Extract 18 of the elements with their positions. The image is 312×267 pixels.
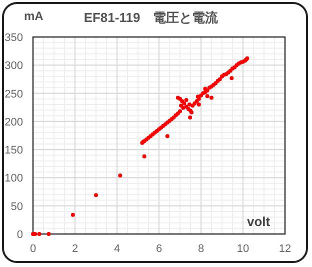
y-tick-label: 350	[4, 32, 23, 44]
x-tick-label: 6	[156, 243, 162, 255]
chart-title: EF81-119 電圧と電流	[84, 10, 220, 25]
y-tick-label: 50	[10, 200, 23, 213]
y-tick-label: 200	[4, 116, 23, 128]
y-tick-label: 250	[4, 88, 23, 100]
x-tick-label: 2	[72, 243, 78, 255]
y-tick-label: 150	[4, 144, 23, 157]
x-tick-label: 4	[114, 243, 120, 255]
y-tick-label: 100	[4, 172, 23, 185]
x-tick-label: 0	[30, 243, 36, 255]
y-tick-label: 300	[4, 60, 23, 72]
x-axis-title: volt	[247, 214, 271, 229]
x-tick-label: 12	[278, 243, 292, 255]
x-tick-label: 10	[236, 243, 250, 255]
y-tick-label: 0	[16, 229, 23, 241]
x-tick-label: 8	[198, 243, 204, 255]
y-axis-title: mA	[24, 9, 44, 23]
